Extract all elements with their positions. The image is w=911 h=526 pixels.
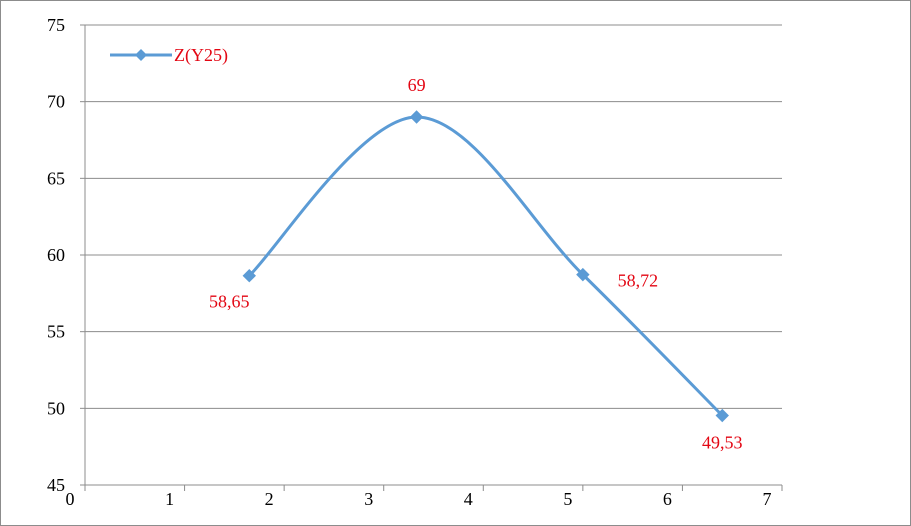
x-tick-label-3: 3 <box>364 489 373 509</box>
data-label-3: 49,53 <box>702 433 743 453</box>
data-label-1: 69 <box>408 75 426 95</box>
data-point-marker-2 <box>576 267 590 282</box>
legend-entry: Z(Y25) <box>174 45 228 66</box>
data-label-0: 58,65 <box>209 292 250 312</box>
data-labels: 58,65 69 58,72 49,53 <box>209 75 742 453</box>
x-tick-label-6: 6 <box>663 489 672 509</box>
y-tick-label-60: 60 <box>47 245 65 265</box>
x-tick-label-5: 5 <box>563 489 572 509</box>
legend: Z(Y25) <box>110 45 228 66</box>
x-tick-label-7: 7 <box>763 489 772 509</box>
data-point-marker-3 <box>715 408 729 423</box>
y-tick-label-50: 50 <box>47 398 65 418</box>
y-tick-label-70: 70 <box>47 92 65 112</box>
y-tick-label-45: 45 <box>47 475 65 495</box>
x-tick-label-2: 2 <box>265 489 274 509</box>
y-tick-label-75: 75 <box>47 15 65 35</box>
x-tick-label-0: 0 <box>66 489 75 509</box>
grid-lines <box>85 24 782 409</box>
series-line-z-y25 <box>248 115 724 417</box>
y-tick-label-65: 65 <box>47 168 65 188</box>
axes <box>80 24 783 491</box>
legend-marker-icon <box>135 49 147 61</box>
y-tick-label-55: 55 <box>47 322 65 342</box>
x-tick-label-4: 4 <box>464 489 473 509</box>
series-layer <box>242 110 729 423</box>
data-label-2: 58,72 <box>618 271 659 291</box>
data-point-marker-1 <box>409 110 424 124</box>
x-tick-label-1: 1 <box>165 489 174 509</box>
data-point-marker-0 <box>242 268 257 283</box>
